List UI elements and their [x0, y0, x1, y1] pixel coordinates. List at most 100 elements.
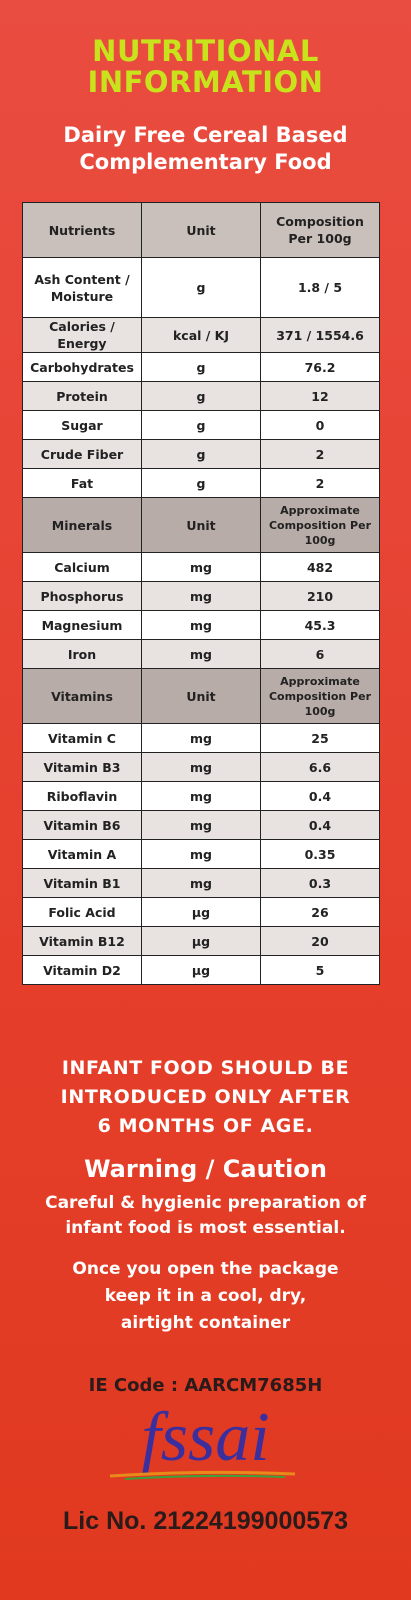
table-row: Vitamin D2 µg 5 — [22, 955, 380, 985]
table-cell: 482 — [260, 552, 380, 582]
table-cell: 12 — [260, 381, 380, 411]
table-cell: 0 — [260, 410, 380, 440]
header-cell: Composition Per 100g — [260, 202, 380, 258]
table-cell: mg — [141, 581, 261, 611]
table-cell: 0.3 — [260, 868, 380, 898]
notice-line: INFANT FOOD SHOULD BE — [61, 1057, 350, 1079]
table-cell: g — [141, 352, 261, 382]
table-row: Ash Content / Moisture g 1.8 / 5 — [22, 257, 380, 318]
table-cell: Phosphorus — [22, 581, 142, 611]
table-cell: 1.8 / 5 — [260, 257, 380, 318]
table-cell: Magnesium — [22, 610, 142, 640]
header-cell: Nutrients — [22, 202, 142, 258]
table-row: Protein g 12 — [22, 381, 380, 411]
storage-line: Once you open the package — [72, 1259, 339, 1279]
table-cell: mg — [141, 639, 261, 669]
header-cell: Unit — [141, 497, 261, 553]
logo-underline — [109, 1470, 296, 1480]
nutrition-table: Nutrients Unit Composition Per 100g Ash Con… — [22, 202, 380, 985]
title-line: NUTRITIONAL — [92, 34, 319, 68]
header-row: Nutrients Unit Composition Per 100g — [22, 202, 380, 258]
header-cell: Minerals — [22, 497, 142, 553]
table-cell: Iron — [22, 639, 142, 669]
table-row: Fat g 2 — [22, 468, 380, 498]
header-cell: Unit — [141, 668, 261, 724]
warning-title: Warning / Caution — [84, 1155, 327, 1183]
storage-line: airtight container — [120, 1313, 291, 1333]
header-cell: Approximate Composition Per 100g — [260, 497, 380, 553]
table-cell: Calories / Energy — [22, 317, 142, 353]
storage-line: keep it in a cool, dry, — [104, 1286, 307, 1306]
table-cell: mg — [141, 839, 261, 869]
warning-line: Careful & hygienic preparation of — [45, 1193, 366, 1213]
table-cell: 2 — [260, 439, 380, 469]
table-row: Magnesium mg 45.3 — [22, 610, 380, 640]
table-cell: Vitamin B12 — [22, 926, 142, 956]
table-cell: Protein — [22, 381, 142, 411]
table-cell: µg — [141, 926, 261, 956]
subtitle: Dairy Free Cereal Based Complementary Foo… — [0, 122, 411, 176]
subtitle-line: Complementary Food — [79, 150, 332, 174]
table-cell: 26 — [260, 897, 380, 927]
header-cell: Approximate Composition Per 100g — [260, 668, 380, 724]
table-cell: 5 — [260, 955, 380, 985]
table-cell: Riboflavin — [22, 781, 142, 811]
header-row: Vitamins Unit Approximate Composition Per … — [22, 668, 380, 724]
table-row: Vitamin B1 mg 0.3 — [22, 868, 380, 898]
table-cell: g — [141, 381, 261, 411]
table-cell: g — [141, 468, 261, 498]
logo: fssai — [0, 1398, 411, 1480]
table-cell: 45.3 — [260, 610, 380, 640]
table-row: Iron mg 6 — [22, 639, 380, 669]
table-row: Phosphorus mg 210 — [22, 581, 380, 611]
header-cell: Vitamins — [22, 668, 142, 724]
table-cell: g — [141, 257, 261, 318]
table-cell: Carbohydrates — [22, 352, 142, 382]
table-row: Vitamin B6 mg 0.4 — [22, 810, 380, 840]
table-cell: 6.6 — [260, 752, 380, 782]
table-cell: 0.4 — [260, 781, 380, 811]
table-cell: Crude Fiber — [22, 439, 142, 469]
subtitle-line: Dairy Free Cereal Based — [63, 123, 348, 147]
table-cell: 6 — [260, 639, 380, 669]
table-cell: Vitamin C — [22, 723, 142, 753]
table-cell: g — [141, 410, 261, 440]
notice-line: 6 MONTHS OF AGE. — [97, 1115, 314, 1137]
warning-text: Careful & hygienic preparation of infant … — [0, 1191, 411, 1241]
table-cell: Vitamin B3 — [22, 752, 142, 782]
table-cell: 25 — [260, 723, 380, 753]
notice-line: INTRODUCED ONLY AFTER — [60, 1086, 351, 1108]
table-cell: Vitamin B6 — [22, 810, 142, 840]
table-row: Carbohydrates g 76.2 — [22, 352, 380, 382]
table-row: Crude Fiber g 2 — [22, 439, 380, 469]
title: NUTRITIONAL INFORMATION — [0, 36, 411, 98]
ie-code: IE Code : AARCM7685H — [88, 1375, 323, 1396]
table-cell: Sugar — [22, 410, 142, 440]
table-cell: Vitamin D2 — [22, 955, 142, 985]
table-cell: mg — [141, 810, 261, 840]
table-row: Calcium mg 482 — [22, 552, 380, 582]
table-cell: mg — [141, 752, 261, 782]
table-cell: 2 — [260, 468, 380, 498]
table-cell: mg — [141, 781, 261, 811]
table-cell: mg — [141, 868, 261, 898]
table-row: Riboflavin mg 0.4 — [22, 781, 380, 811]
table-cell: Ash Content / Moisture — [22, 257, 142, 318]
table-cell: mg — [141, 552, 261, 582]
table-cell: Vitamin A — [22, 839, 142, 869]
notice: INFANT FOOD SHOULD BE INTRODUCED ONLY AFT… — [0, 1054, 411, 1141]
table-row: Vitamin B12 µg 20 — [22, 926, 380, 956]
storage-text: Once you open the package keep it in a co… — [0, 1256, 411, 1337]
table-cell: Fat — [22, 468, 142, 498]
table-cell: g — [141, 439, 261, 469]
warning-line: infant food is most essential. — [65, 1218, 346, 1238]
table-cell: 0.35 — [260, 839, 380, 869]
table-cell: 210 — [260, 581, 380, 611]
table-cell: Folic Acid — [22, 897, 142, 927]
table-row: Vitamin B3 mg 6.6 — [22, 752, 380, 782]
table-cell: mg — [141, 723, 261, 753]
